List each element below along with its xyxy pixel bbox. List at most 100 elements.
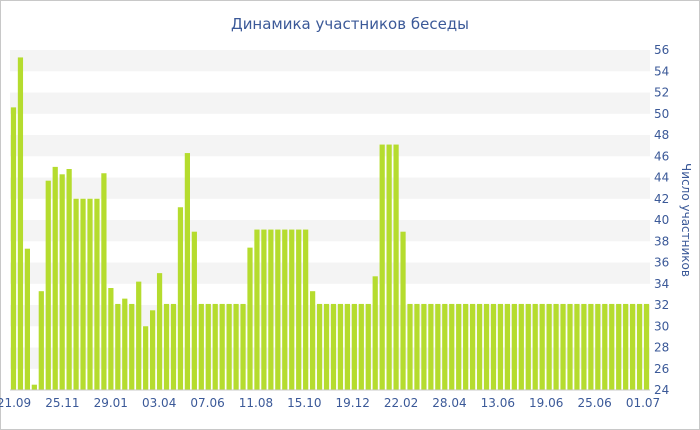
bar (476, 303, 483, 390)
bar (323, 303, 330, 390)
bar (66, 169, 72, 390)
bar (87, 198, 93, 390)
bar (150, 310, 156, 390)
bar (59, 174, 65, 390)
y-tick-label: 34 (654, 277, 669, 291)
y-axis-label: Число участников (679, 163, 693, 277)
bar (456, 303, 462, 390)
bar (365, 303, 371, 390)
grid-band (10, 262, 650, 284)
x-tick-label: 22.02 (384, 396, 418, 410)
bar (205, 303, 211, 390)
bar (38, 291, 44, 390)
bar (483, 303, 490, 390)
bar (101, 173, 107, 390)
grid-band (10, 305, 650, 327)
bar (31, 384, 37, 390)
bar (289, 229, 295, 390)
bar (581, 303, 587, 390)
x-axis-ticks: 21.09 25.11 29.01 03.04 07.06 11.08 15.10 19.12… (0, 396, 660, 410)
bar (490, 303, 497, 390)
y-tick-label: 52 (654, 86, 669, 100)
bar (337, 303, 344, 390)
bar (602, 303, 608, 390)
bar (539, 303, 545, 390)
grid-band (10, 177, 650, 199)
y-tick-label: 40 (654, 213, 669, 227)
bar (163, 303, 170, 390)
bar (80, 198, 86, 390)
bar (184, 153, 190, 390)
bar (136, 281, 142, 391)
x-tick-label: 19.12 (336, 396, 370, 410)
bar (379, 144, 385, 390)
bar (532, 303, 538, 390)
x-tick-label: 21.09 (0, 396, 31, 410)
bar (560, 303, 566, 390)
y-tick-label: 32 (654, 298, 669, 312)
bar (351, 303, 357, 390)
bar (442, 303, 448, 390)
x-tick-label: 11.08 (239, 396, 273, 410)
chart-title: Динамика участников беседы (231, 15, 469, 33)
grid-band (10, 135, 650, 157)
bar (24, 248, 30, 390)
bar (310, 291, 316, 390)
x-tick-label: 15.10 (287, 396, 321, 410)
bar (553, 303, 559, 390)
bar (428, 303, 434, 390)
bar (358, 303, 364, 390)
y-axis-ticks: 24 26 28 30 32 34 36 38 40 42 44 46 48 50 52 54 56 (654, 43, 669, 397)
bar (177, 207, 184, 390)
y-tick-label: 42 (654, 192, 669, 206)
bar (504, 303, 510, 390)
y-tick-label: 44 (654, 171, 669, 185)
bar (400, 231, 406, 390)
bar (275, 229, 281, 390)
y-tick-label: 54 (654, 64, 669, 78)
bar (525, 303, 531, 390)
bar (463, 303, 469, 390)
bar (233, 303, 239, 390)
bar (636, 303, 643, 390)
y-tick-label: 38 (654, 234, 669, 248)
bar (254, 229, 260, 390)
bar (393, 144, 399, 390)
bar (316, 303, 323, 390)
bars-group (10, 57, 650, 391)
bar (546, 303, 552, 390)
bar (449, 303, 455, 390)
y-tick-label: 30 (654, 319, 669, 333)
bar (595, 303, 601, 390)
bar (73, 198, 79, 390)
x-tick-label: 07.06 (190, 396, 224, 410)
bar (17, 57, 24, 390)
x-tick-label: 25.11 (45, 396, 79, 410)
bar (518, 303, 524, 390)
bar (240, 303, 246, 390)
bar (386, 144, 392, 390)
bar (122, 298, 128, 391)
x-tick-label: 01.07 (626, 396, 660, 410)
x-tick-label: 29.01 (94, 396, 128, 410)
bar (108, 288, 114, 390)
y-tick-label: 28 (654, 341, 669, 355)
bar (574, 303, 580, 390)
x-tick-label: 28.04 (432, 396, 466, 410)
bar (414, 303, 420, 390)
bar (344, 303, 350, 390)
grid-band (10, 50, 650, 72)
bar (407, 303, 413, 390)
y-tick-label: 48 (654, 128, 669, 142)
bar (261, 229, 267, 390)
bar (143, 326, 149, 390)
bar (45, 180, 51, 390)
bar (94, 198, 100, 390)
bar (170, 303, 177, 390)
x-tick-label: 19.06 (529, 396, 563, 410)
bar (156, 273, 163, 391)
bar (421, 303, 427, 390)
y-tick-label: 46 (654, 149, 669, 163)
bar (588, 303, 594, 390)
